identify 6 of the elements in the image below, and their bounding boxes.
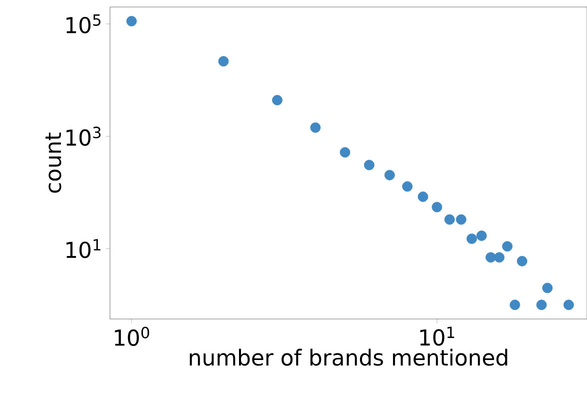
y-tick-label: 10$^{1}$ <box>66 239 100 258</box>
x-axis-title: number of brands mentioned <box>190 348 508 366</box>
y-tick-label: 10$^{3}$ <box>66 126 101 146</box>
y-axis-title: count <box>46 132 62 193</box>
y-tick-label: 10$^{5}$ <box>66 14 100 34</box>
x-tick-label: 10$^{0}$ <box>114 326 150 346</box>
